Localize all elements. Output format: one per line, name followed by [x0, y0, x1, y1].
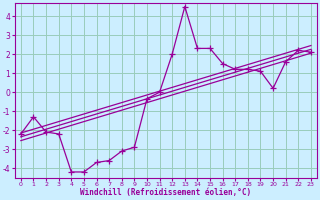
X-axis label: Windchill (Refroidissement éolien,°C): Windchill (Refroidissement éolien,°C) — [80, 188, 252, 197]
